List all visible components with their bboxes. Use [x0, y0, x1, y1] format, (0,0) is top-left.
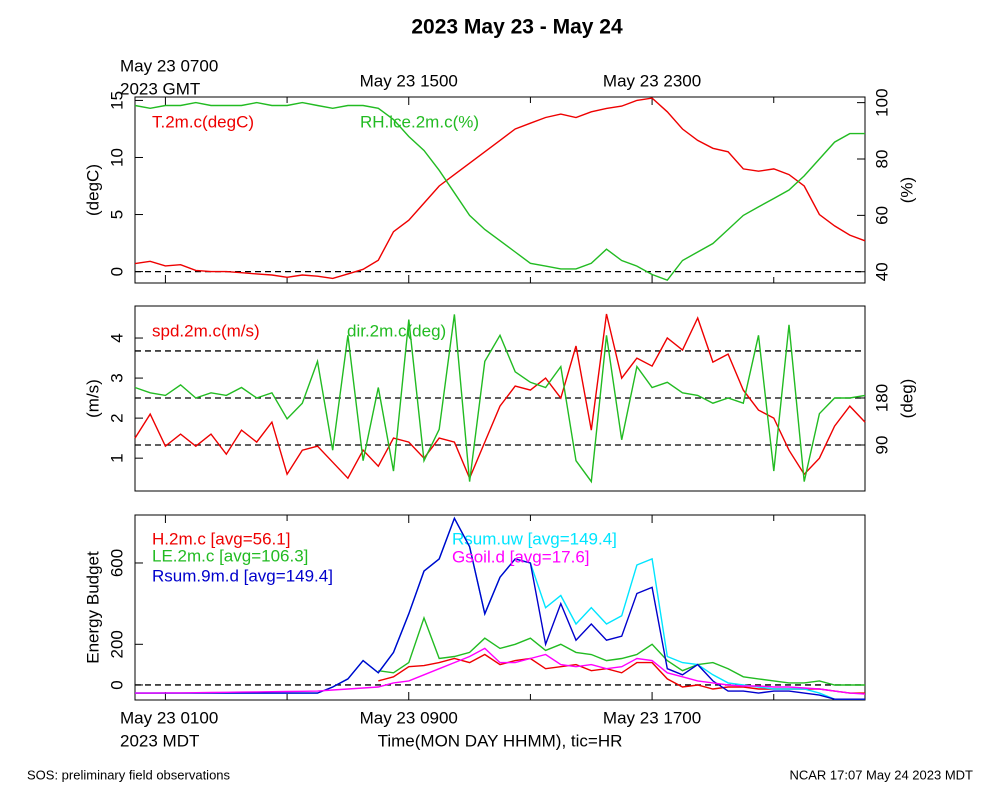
x-tick-label: May 23 0700 — [120, 56, 218, 75]
y-tick-label: 0 — [107, 267, 126, 276]
y2-axis-title: (%) — [897, 177, 916, 203]
legend-label: Gsoil.d [avg=17.6] — [452, 547, 590, 566]
series-line — [134, 97, 866, 280]
x-tick-label: May 23 1500 — [360, 71, 458, 90]
series-line — [134, 313, 866, 481]
legend-label: Rsum.9m.d [avg=149.4] — [152, 566, 333, 585]
y2-axis-title: (deg) — [897, 379, 916, 419]
y-tick-label: 10 — [107, 148, 126, 167]
x-axis-title: Time(MON DAY HHMM), tic=HR — [378, 731, 623, 750]
y2-tick-label: 80 — [872, 150, 891, 169]
y-axis-title: (m/s) — [83, 379, 102, 418]
y-tick-label: 600 — [107, 549, 126, 577]
x-tick-label: May 23 1700 — [603, 708, 701, 727]
y2-tick-label: 40 — [872, 262, 891, 281]
x-tick-label: May 23 2300 — [603, 71, 701, 90]
y-tick-label: 0 — [107, 680, 126, 689]
y-tick-label: 200 — [107, 630, 126, 658]
y-axis-title: (degC) — [83, 164, 102, 216]
legend-label: T.2m.c(degC) — [152, 112, 254, 131]
chart-title: 2023 May 23 - May 24 — [411, 16, 623, 39]
x-sublabel: 2023 MDT — [120, 731, 199, 750]
series-line — [378, 615, 865, 686]
x-tick-label: May 23 0100 — [120, 708, 218, 727]
series-line — [135, 516, 865, 700]
y2-tick-label: 90 — [872, 436, 891, 455]
legend-label: spd.2m.c(m/s) — [152, 321, 260, 340]
y-tick-label: 2 — [107, 413, 126, 422]
legend-label: H.2m.c [avg=56.1] — [152, 529, 290, 548]
y-tick-label: 15 — [107, 91, 126, 110]
y-tick-label: 3 — [107, 373, 126, 382]
x-tick-label: May 23 0900 — [360, 708, 458, 727]
legend-label: LE.2m.c [avg=106.3] — [152, 546, 308, 565]
y-axis-title: Energy Budget — [83, 551, 102, 664]
y2-tick-label: 100 — [872, 88, 891, 116]
legend-label: dir.2m.c(deg) — [347, 321, 446, 340]
legend-label: RH.ice.2m.c(%) — [360, 112, 479, 131]
x-sublabel: 2023 GMT — [120, 79, 200, 98]
y2-tick-label: 180 — [872, 384, 891, 412]
series-line — [134, 101, 865, 282]
y-tick-label: 4 — [107, 333, 126, 342]
y2-tick-label: 60 — [872, 206, 891, 225]
y-tick-label: 5 — [107, 210, 126, 219]
legend-label: Rsum.uw [avg=149.4] — [452, 529, 617, 548]
y-tick-label: 1 — [107, 453, 126, 462]
series-line — [135, 647, 866, 695]
plot-frame — [134, 514, 866, 701]
footer-right: NCAR 17:07 May 24 2023 MDT — [789, 767, 973, 782]
footer-left: SOS: preliminary field observations — [27, 767, 231, 782]
plot-frame — [134, 96, 866, 284]
series-line — [134, 314, 866, 484]
